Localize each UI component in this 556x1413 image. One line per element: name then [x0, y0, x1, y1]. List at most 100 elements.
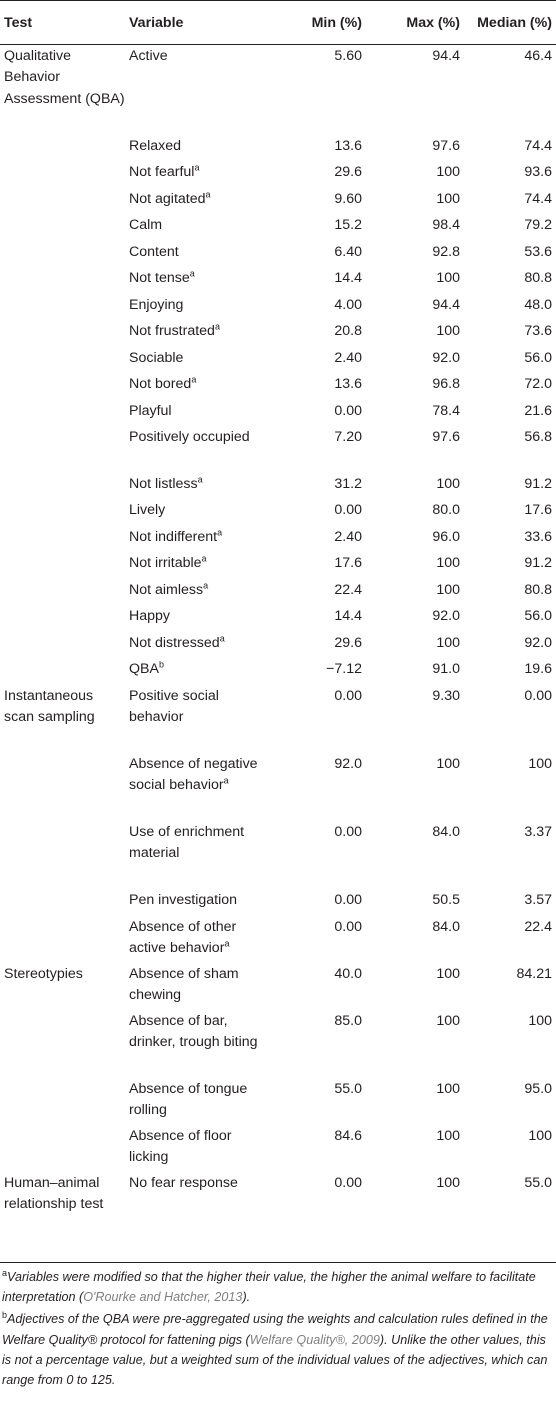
- variable-cell: Active: [125, 45, 258, 135]
- median-cell: 100: [528, 1128, 552, 1144]
- variable-label: Not irritable: [129, 555, 202, 571]
- max-cell: 92.0: [432, 350, 460, 366]
- test-cell: [0, 426, 125, 473]
- header-median: Median (%): [477, 15, 552, 31]
- variable-cell: Absence of other active behaviora: [125, 916, 258, 963]
- variable-label: Content: [129, 244, 179, 260]
- footnotes: aVariables were modified so that the hig…: [0, 1267, 556, 1390]
- variable-label: Relaxed: [129, 138, 182, 154]
- test-cell: Qualitative Behavior Assessment (QBA): [4, 48, 125, 107]
- variable-label: Not indifferent: [129, 529, 218, 545]
- footnote-b-citation-link[interactable]: Welfare Quality®, 2009: [249, 1332, 380, 1347]
- median-cell: 74.4: [524, 138, 552, 154]
- min-cell: −7.12: [326, 661, 362, 677]
- max-cell: 97.6: [432, 138, 460, 154]
- min-cell: 15.2: [334, 217, 362, 233]
- test-cell: [0, 267, 125, 294]
- max-cell: 100: [436, 966, 460, 982]
- test-cell: [0, 916, 125, 963]
- variable-label: Not agitated: [129, 191, 206, 207]
- table-row: Not fearfula 29.6 100 93.6: [0, 161, 556, 188]
- table-row: Absence of bar, drinker, trough biting 85…: [0, 1010, 556, 1078]
- test-cell: Instantaneous scan sampling: [4, 688, 95, 726]
- variable-label: QBA: [129, 661, 159, 677]
- footnote-a-text: Variables were modified so that the high…: [2, 1270, 536, 1305]
- variable-cell: Enjoying: [125, 294, 258, 320]
- median-cell: 19.6: [524, 661, 552, 677]
- median-cell: 79.2: [524, 217, 552, 233]
- footnote-marker: b: [158, 659, 164, 670]
- min-cell: 0.00: [334, 688, 362, 704]
- variable-cell: Positively occupied: [125, 426, 258, 473]
- variable-cell: Playful: [125, 400, 258, 426]
- test-cell: [0, 579, 125, 605]
- variable-label: Not fearful: [129, 164, 195, 180]
- median-cell: 17.6: [524, 502, 552, 518]
- footnote-a-citation-link[interactable]: O'Rourke and Hatcher, 2013: [83, 1290, 243, 1305]
- median-cell: 91.2: [524, 476, 552, 492]
- variable-cell: Not indifferenta: [125, 526, 258, 552]
- test-cell: [0, 473, 125, 499]
- variable-cell: Absence of tongue rolling: [125, 1078, 258, 1125]
- table-row: Use of enrichment material 0.00 84.0 3.37: [0, 821, 556, 889]
- variable-label: Absence of tongue rolling: [129, 1081, 248, 1119]
- variable-label: Not tense: [129, 270, 190, 286]
- max-cell: 92.8: [432, 244, 460, 260]
- variable-label: Not frustrated: [129, 323, 215, 339]
- variable-cell: Not distresseda: [125, 632, 258, 658]
- table-row: Not irritablea 17.6 100 91.2: [0, 552, 556, 579]
- variable-cell: Not irritablea: [125, 552, 258, 579]
- median-cell: 91.2: [524, 555, 552, 571]
- max-cell: 100: [436, 1175, 460, 1191]
- min-cell: 13.6: [334, 376, 362, 392]
- median-cell: 33.6: [524, 529, 552, 545]
- variable-label: Absence of other active behavior: [129, 919, 237, 957]
- median-cell: 3.57: [524, 892, 552, 908]
- max-cell: 98.4: [432, 217, 460, 233]
- variable-label: Playful: [129, 403, 172, 419]
- median-cell: 92.0: [524, 635, 552, 651]
- variable-label: No fear response: [129, 1175, 238, 1191]
- median-cell: 53.6: [524, 244, 552, 260]
- variable-label: Sociable: [129, 350, 184, 366]
- header-test: Test: [4, 15, 33, 31]
- min-cell: 13.6: [334, 138, 362, 154]
- max-cell: 100: [436, 1128, 460, 1144]
- max-cell: 100: [436, 1081, 460, 1097]
- table-row: Not indifferenta 2.40 96.0 33.6: [0, 526, 556, 552]
- variable-label: Absence of sham chewing: [129, 966, 239, 1004]
- min-cell: 29.6: [334, 635, 362, 651]
- median-cell: 56.0: [524, 608, 552, 624]
- table-header-row: Test Variable Min (%) Max (%) Median (%): [0, 1, 556, 45]
- table-row: Happy 14.4 92.0 56.0: [0, 605, 556, 632]
- variable-cell: Content: [125, 241, 258, 267]
- table-row: Absence of other active behaviora 0.00 84.…: [0, 916, 556, 963]
- test-cell: [0, 1078, 125, 1125]
- variable-cell: Absence of floor licking: [125, 1125, 258, 1172]
- footnote-marker: a: [205, 189, 211, 200]
- min-cell: 0.00: [334, 919, 362, 935]
- footnote-marker: a: [197, 474, 203, 485]
- min-cell: 4.00: [334, 297, 362, 313]
- variable-label: Happy: [129, 608, 171, 624]
- max-cell: 100: [436, 635, 460, 651]
- min-cell: 85.0: [334, 1013, 362, 1029]
- table-row: QBAb −7.12 91.0 19.6: [0, 658, 556, 685]
- data-table: Test Variable Min (%) Max (%) Median (%)…: [0, 0, 556, 1263]
- table-row: Calm 15.2 98.4 79.2: [0, 214, 556, 241]
- max-cell: 96.0: [432, 529, 460, 545]
- min-cell: 6.40: [334, 244, 362, 260]
- test-cell: [0, 658, 125, 685]
- test-cell: [0, 400, 125, 426]
- variable-cell: Not frustrateda: [125, 320, 258, 347]
- median-cell: 3.37: [524, 824, 552, 840]
- table-row: Not aimlessa 22.4 100 80.8: [0, 579, 556, 605]
- variable-cell: Sociable: [125, 347, 258, 373]
- median-cell: 46.4: [524, 48, 552, 64]
- table-row: Not listlessa 31.2 100 91.2: [0, 473, 556, 499]
- variable-cell: Positive social behavior: [125, 685, 258, 753]
- footnote-b-end: ). Unlike the other values, this is not …: [2, 1332, 548, 1388]
- variable-label: Not distressed: [129, 635, 220, 651]
- median-cell: 84.21: [516, 966, 552, 982]
- test-cell: [0, 753, 125, 821]
